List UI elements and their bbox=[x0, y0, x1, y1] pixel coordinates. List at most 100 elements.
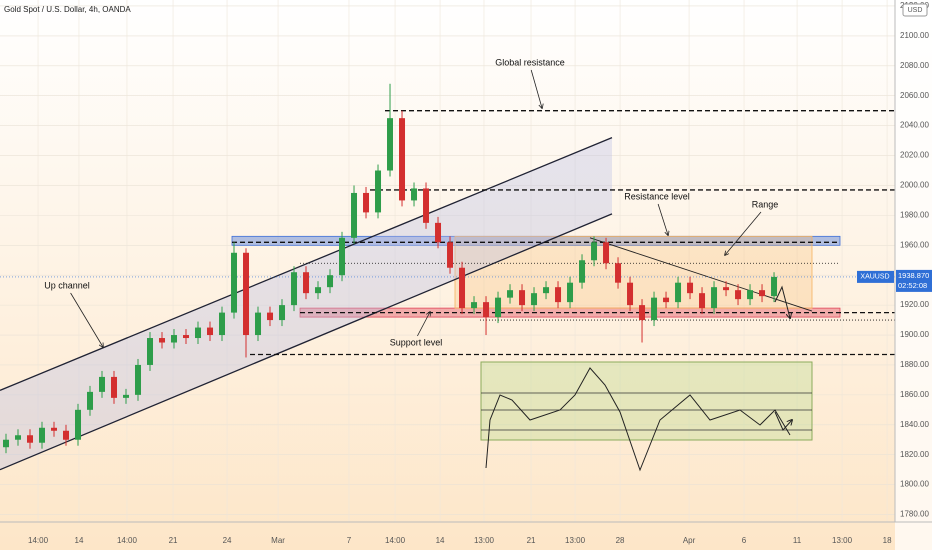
candle-body bbox=[255, 312, 262, 336]
x-tick-label: 14 bbox=[75, 536, 84, 545]
x-tick-label: 28 bbox=[616, 536, 625, 545]
candle-body bbox=[675, 282, 682, 303]
annotation-arrow bbox=[70, 292, 103, 347]
annotation: Resistance level bbox=[624, 191, 690, 201]
trendline bbox=[589, 237, 813, 312]
candle-body bbox=[699, 293, 706, 309]
y-tick-label: 1840.00 bbox=[900, 420, 929, 429]
candle-body bbox=[147, 338, 154, 365]
candle-body bbox=[75, 409, 82, 440]
candle-body bbox=[351, 192, 358, 238]
candle-body bbox=[651, 297, 658, 321]
annotation: Global resistance bbox=[495, 57, 565, 67]
candle-body bbox=[483, 302, 490, 318]
candle-body bbox=[231, 252, 238, 313]
candle-body bbox=[711, 287, 718, 309]
y-tick-label: 1960.00 bbox=[900, 240, 929, 249]
y-tick-label: 2100.00 bbox=[900, 31, 929, 40]
candle-body bbox=[51, 427, 58, 431]
candle-body bbox=[207, 327, 214, 336]
candle-body bbox=[567, 282, 574, 303]
axis-labels: 1780.00 1800.00 1820.00 1840.00 1860.00 1880.… bbox=[28, 1, 929, 545]
x-tick-label: 14:00 bbox=[385, 536, 406, 545]
candle-body bbox=[411, 188, 418, 201]
candle-body bbox=[219, 312, 226, 336]
candle-body bbox=[735, 290, 742, 300]
inset-rect bbox=[480, 361, 813, 441]
candle-body bbox=[615, 263, 622, 283]
candle-body bbox=[387, 118, 394, 171]
candle-body bbox=[399, 118, 406, 201]
y-tick-label: 1820.00 bbox=[900, 450, 929, 459]
candle-body bbox=[111, 376, 118, 398]
candle-body bbox=[363, 192, 370, 213]
candle-body bbox=[663, 297, 670, 303]
candle-body bbox=[327, 275, 334, 288]
x-tick-label: 14 bbox=[436, 536, 445, 545]
x-tick-label: 13:00 bbox=[565, 536, 586, 545]
inset-box bbox=[480, 361, 813, 472]
candle-body bbox=[183, 335, 190, 339]
candle-body bbox=[471, 302, 478, 309]
annotation: Support level bbox=[390, 337, 443, 347]
candle-body bbox=[639, 305, 646, 321]
candle-body bbox=[339, 237, 346, 276]
candle-body bbox=[723, 287, 730, 291]
x-tick-label: 13:00 bbox=[474, 536, 495, 545]
candle-body bbox=[375, 170, 382, 213]
price-badge bbox=[896, 269, 932, 292]
y-tick-label: 2060.00 bbox=[900, 91, 929, 100]
candle-body bbox=[87, 391, 94, 410]
y-tick-label: 1860.00 bbox=[900, 390, 929, 399]
candle-body bbox=[579, 260, 586, 283]
y-tick-label: 2000.00 bbox=[900, 181, 929, 190]
annotation: Up channel bbox=[44, 280, 90, 290]
x-tick-label: 14:00 bbox=[28, 536, 49, 545]
x-tick-label: 18 bbox=[883, 536, 892, 545]
x-tick-label: Mar bbox=[271, 536, 285, 545]
annotation-arrow bbox=[530, 69, 542, 108]
candle-body bbox=[459, 267, 466, 309]
projection-arrow bbox=[774, 285, 790, 318]
candle-body bbox=[759, 290, 766, 297]
candle-body bbox=[747, 290, 754, 300]
candle-body bbox=[63, 430, 70, 440]
candles bbox=[3, 83, 778, 454]
x-tick-label: 6 bbox=[742, 536, 747, 545]
countdown: 02:52:08 bbox=[898, 281, 927, 290]
y-tick-label: 1800.00 bbox=[900, 480, 929, 489]
x-tick-label: Apr bbox=[683, 536, 696, 545]
candle-body bbox=[3, 439, 10, 448]
x-tick-label: 24 bbox=[223, 536, 232, 545]
candle-body bbox=[315, 287, 322, 294]
candle-body bbox=[423, 188, 430, 223]
y-tick-label: 2080.00 bbox=[900, 61, 929, 70]
y-tick-label: 1900.00 bbox=[900, 330, 929, 339]
annotation-arrow bbox=[725, 211, 762, 255]
price-label: 1938.870 bbox=[898, 271, 929, 280]
x-tick-label: 13:00 bbox=[832, 536, 853, 545]
annotation-arrow bbox=[657, 203, 668, 235]
candle-body bbox=[519, 290, 526, 306]
candle-body bbox=[123, 394, 130, 398]
candle-body bbox=[27, 435, 34, 443]
candle-body bbox=[303, 272, 310, 294]
candle-body bbox=[447, 242, 454, 268]
currency-box bbox=[902, 3, 928, 17]
candle-body bbox=[495, 297, 502, 318]
candle-body bbox=[135, 364, 142, 395]
inset-arrow bbox=[774, 411, 792, 431]
inset-sketch bbox=[485, 367, 791, 472]
x-tick-label: 14:00 bbox=[117, 536, 138, 545]
candle-body bbox=[195, 327, 202, 339]
y-tick-label: 1780.00 bbox=[900, 510, 929, 519]
candle-body bbox=[243, 252, 250, 336]
x-tick-label: 7 bbox=[347, 536, 352, 545]
symbol: XAUUSD bbox=[860, 274, 889, 281]
candle-body bbox=[99, 376, 106, 392]
candle-body bbox=[543, 287, 550, 294]
y-tick-label: 1920.00 bbox=[900, 300, 929, 309]
candle-body bbox=[435, 222, 442, 243]
